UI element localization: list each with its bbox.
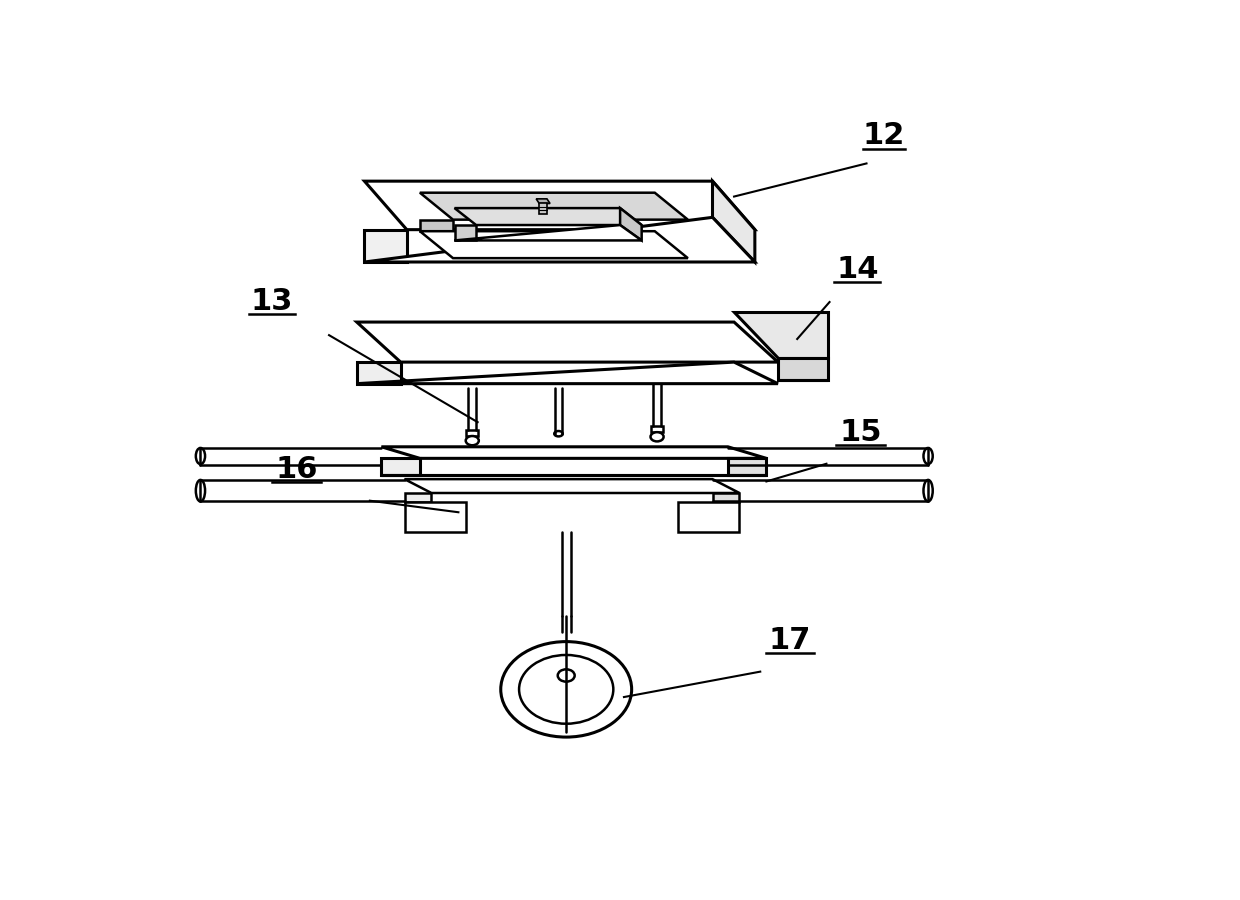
Ellipse shape <box>554 431 563 436</box>
Ellipse shape <box>466 436 479 446</box>
Text: 16: 16 <box>275 454 317 484</box>
Text: 13: 13 <box>250 287 293 316</box>
Polygon shape <box>365 217 755 262</box>
Polygon shape <box>382 446 766 458</box>
Polygon shape <box>713 181 755 262</box>
Text: 12: 12 <box>862 122 905 150</box>
Polygon shape <box>678 502 739 532</box>
Ellipse shape <box>196 480 205 501</box>
Polygon shape <box>420 193 688 220</box>
Polygon shape <box>455 225 641 240</box>
Polygon shape <box>357 362 401 383</box>
Polygon shape <box>777 358 828 380</box>
Polygon shape <box>357 322 777 362</box>
Ellipse shape <box>558 670 574 681</box>
Polygon shape <box>734 312 828 358</box>
Ellipse shape <box>520 655 614 724</box>
Polygon shape <box>404 493 432 502</box>
Polygon shape <box>365 230 407 262</box>
Polygon shape <box>404 502 466 532</box>
Polygon shape <box>455 208 641 225</box>
Polygon shape <box>620 208 641 240</box>
Polygon shape <box>455 225 476 240</box>
Polygon shape <box>357 362 777 383</box>
Text: 15: 15 <box>839 418 882 446</box>
Polygon shape <box>420 231 688 258</box>
Polygon shape <box>713 493 739 502</box>
Polygon shape <box>728 458 766 475</box>
Ellipse shape <box>651 432 663 441</box>
Ellipse shape <box>501 642 631 737</box>
Polygon shape <box>466 430 479 436</box>
Polygon shape <box>404 479 739 493</box>
Polygon shape <box>365 181 755 230</box>
Polygon shape <box>539 203 547 214</box>
Polygon shape <box>420 220 453 231</box>
Ellipse shape <box>924 448 932 464</box>
Ellipse shape <box>196 448 205 464</box>
Polygon shape <box>651 426 663 432</box>
Ellipse shape <box>924 480 932 501</box>
Text: 17: 17 <box>769 626 811 654</box>
Polygon shape <box>536 199 551 203</box>
Polygon shape <box>382 458 420 475</box>
Text: 14: 14 <box>836 255 878 284</box>
